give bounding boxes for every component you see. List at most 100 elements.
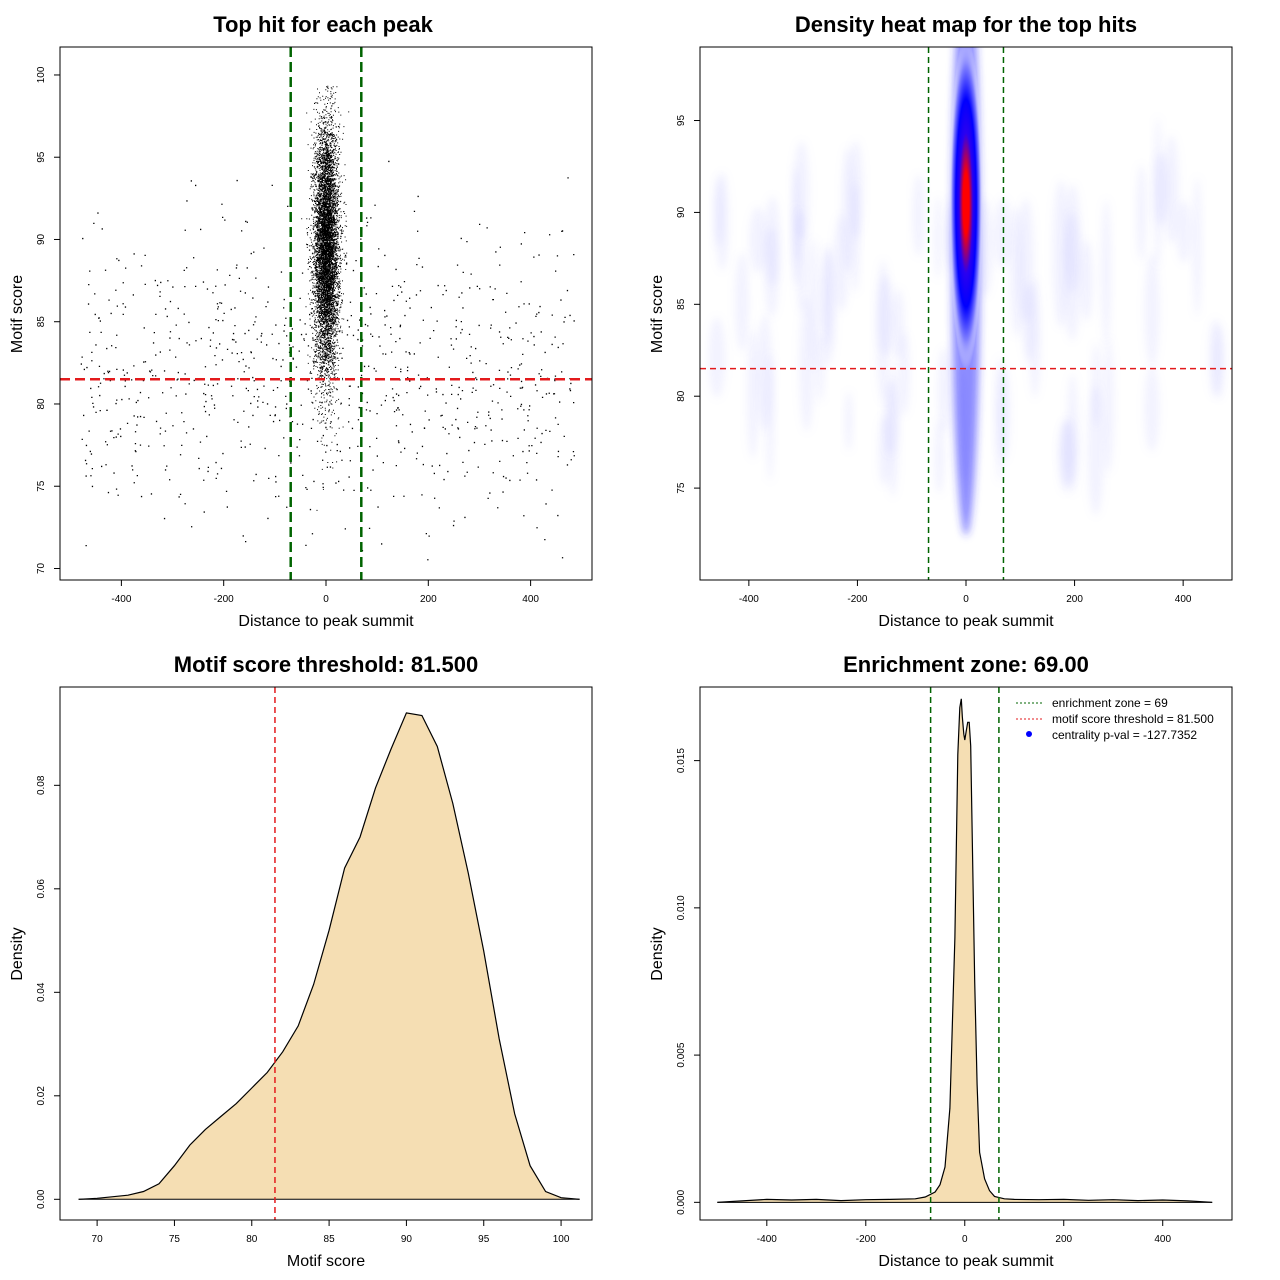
panel1-ytick-label: 85 [36,316,47,328]
panel-enrichment-zone: Enrichment zone: 69.00 -400 -200 0 200 400 0.… [649,652,1233,1270]
panel1-ylabel: Motif score [9,275,26,353]
panel2-background-density [715,172,730,272]
panel4-xtick-label: 400 [1154,1234,1171,1245]
panel1-ytick-label: 80 [36,398,47,410]
panel1-ytick-label: 100 [36,66,47,83]
panel2-background-density [764,195,781,286]
panel2-axes: -400 -200 0 200 400 75 80 85 90 95 [676,115,1192,605]
panel2-background-density [934,419,945,495]
panel2-background-density [891,288,905,360]
panel2-background-density [1100,198,1112,345]
panel2-ytick-label: 80 [676,390,687,402]
panel2-density-peak [949,47,983,371]
panel1-axes: -400 -200 0 200 400 70 75 80 85 90 95 100 [36,66,539,605]
panel2-background-density [883,380,898,456]
panel2-background-density [734,252,750,352]
panel4-ytick-label: 0.005 [676,1042,687,1067]
panel2-background-density [933,195,943,280]
panel3-xtick-label: 85 [324,1234,336,1245]
panel4-ytick-label: 0.010 [676,895,687,920]
panel3-ylabel: Density [9,927,26,980]
panel2-xtick-label: 0 [963,594,969,605]
panel4-density-fill [717,698,1213,1203]
panel2-xtick-label: -400 [739,594,759,605]
panel2-background-density [1091,342,1101,427]
panel1-xlabel: Distance to peak summit [238,613,414,630]
legend-enrichment-zone-label: enrichment zone = 69 [1052,696,1168,710]
panel1-points [80,85,575,561]
panel1-reference-lines [60,47,592,580]
panel2-background-density [877,275,894,357]
panel3-title: Motif score threshold: 81.500 [174,652,478,677]
panel4-reference-lines [929,687,1000,1220]
panel1-title: Top hit for each peak [213,12,433,37]
panel2-background-density [1136,164,1147,262]
panel1-xtick-label: 400 [522,594,539,605]
panel1-point-cloud [80,85,575,561]
panel2-ytick-label: 75 [676,482,687,494]
panel2-background-density [821,248,836,366]
panel2-background-density [1163,134,1180,245]
panel3-frame [59,686,593,1221]
panel2-background-density [1213,324,1225,400]
panel2-background-density [1176,200,1192,264]
panel2-background-density [912,173,925,257]
panel4-frame [699,686,1233,1221]
panel1-ytick-label: 70 [36,562,47,574]
legend-threshold-label: motif score threshold = 81.500 [1052,712,1214,726]
panel-top-hit-scatter: Top hit for each peak -400 -200 0 200 400 70 7… [9,12,593,630]
panel3-ytick-label: 0.08 [36,775,47,795]
panel4-density-curve [717,698,1213,1203]
panel3-ytick-label: 0.04 [36,982,47,1002]
panel2-xlabel: Distance to peak summit [878,613,1054,630]
panel4-xtick-label: -200 [856,1234,876,1245]
panel4-ytick-label: 0.015 [676,748,687,773]
panel1-xtick-label: 0 [323,594,329,605]
panel-motif-score-density: Motif score threshold: 81.500 70 75 80 85 90… [9,652,593,1270]
panel4-xtick-label: -400 [757,1234,777,1245]
panel3-xtick-label: 70 [92,1234,104,1245]
panel2-xtick-label: 200 [1066,594,1083,605]
panel4-ytick-label: 0.000 [676,1189,687,1214]
panel1-xtick-label: 200 [420,594,437,605]
panel3-xtick-label: 90 [401,1234,413,1245]
panel2-background-density [1021,282,1036,362]
panel4-xlabel: Distance to peak summit [878,1253,1054,1270]
panel4-xtick-label: 200 [1055,1234,1072,1245]
panel3-xtick-label: 75 [169,1234,181,1245]
panel2-xtick-label: -200 [847,594,867,605]
panel2-background-density [841,146,855,274]
panel3-xlabel: Motif score [287,1253,365,1270]
panel1-ytick-label: 75 [36,480,47,492]
panel2-background-density [1144,252,1160,367]
panel4-axes: -400 -200 0 200 400 0.000 0.005 0.010 0.015 [676,748,1171,1245]
panel4-ylabel: Density [649,927,666,980]
panel3-xtick-label: 80 [246,1234,258,1245]
panel4-title: Enrichment zone: 69.00 [843,652,1089,677]
panel1-ytick-label: 95 [36,151,47,163]
panel2-background-density [1192,176,1203,317]
panel3-xtick-label: 100 [553,1234,570,1245]
legend-centrality-label: centrality p-val = -127.7352 [1052,728,1197,742]
panel-density-heatmap: Density heat map for the top hits -400 -2… [649,12,1233,630]
panel2-background-density [791,205,801,286]
panel2-background-density [748,206,767,274]
panel2-background-density [994,197,1013,269]
panel3-density-fill [78,712,580,1200]
panel4-legend: enrichment zone = 69 motif score thresho… [1016,696,1214,742]
panel2-ytick-label: 95 [676,115,687,127]
panel2-reference-lines [700,47,1232,580]
panel1-xtick-label: -400 [111,594,131,605]
panel2-background-density [708,317,726,399]
panel3-xtick-label: 95 [478,1234,490,1245]
panel2-background-density [1079,239,1094,322]
legend-centrality-dot [1026,731,1032,737]
panel2-ytick-label: 85 [676,298,687,310]
panel2-xtick-label: 400 [1175,594,1192,605]
panel2-ylabel: Motif score [649,275,666,353]
panel2-background-density [1063,212,1081,341]
panel2-background-density [1144,365,1160,452]
panel2-ytick-label: 90 [676,206,687,218]
panel2-title: Density heat map for the top hits [795,12,1137,37]
